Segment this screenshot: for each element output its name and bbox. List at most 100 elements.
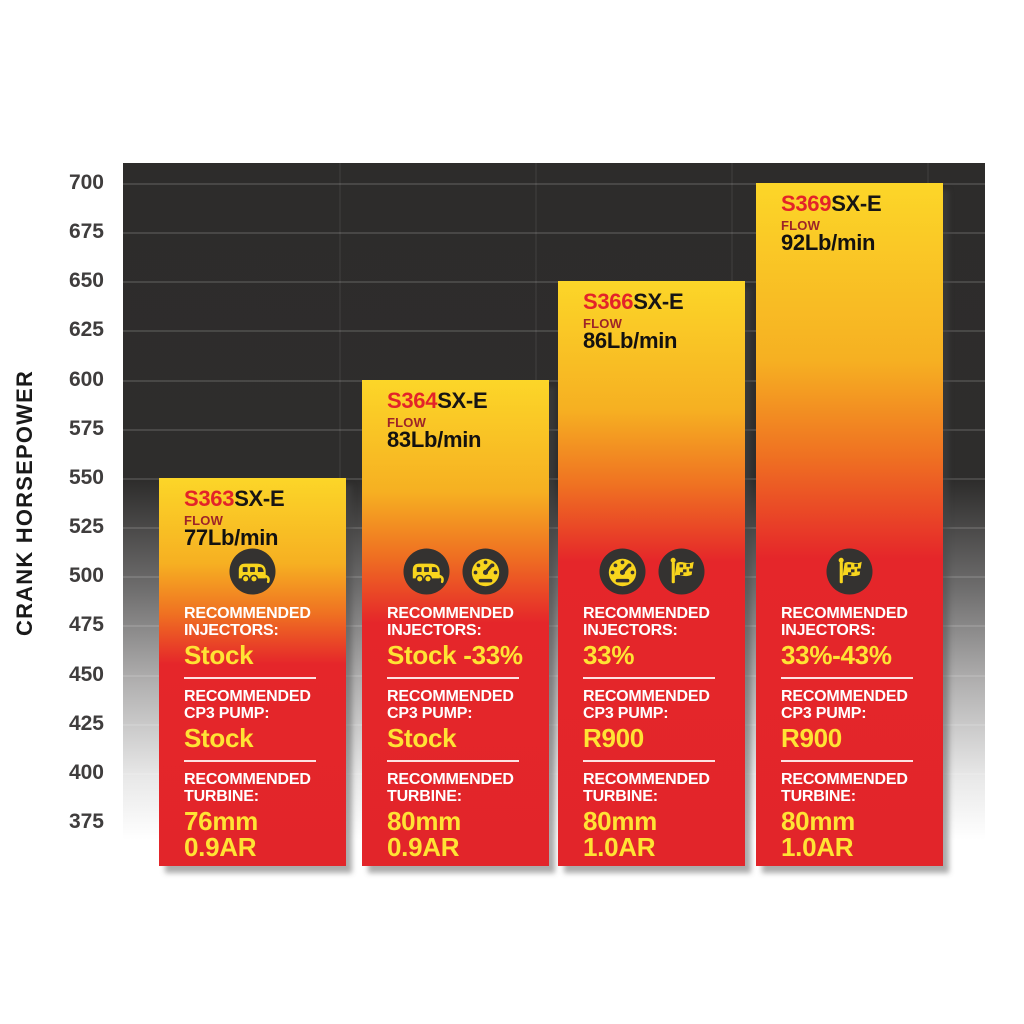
turbo-bar: S364SX-E FLOW 83Lb/min RECOMMENDED INJECT…	[362, 379, 549, 866]
model-prefix: S366	[583, 289, 634, 315]
section-value: R900	[583, 725, 729, 751]
gridline	[123, 183, 985, 185]
section-value: Stock	[184, 725, 330, 751]
recommendation-section: RECOMMENDED INJECTORS: Stock	[184, 605, 330, 668]
model-suffix: SX-E	[633, 289, 684, 315]
turbo-bar: S369SX-E FLOW 92Lb/min RECOMMENDED INJECT…	[756, 183, 943, 866]
section-label: RECOMMENDED INJECTORS:	[387, 605, 533, 639]
y-tick-label: 675	[68, 220, 104, 244]
y-tick-label: 400	[68, 760, 104, 784]
recommendation-section: RECOMMENDED TURBINE: 80mm 1.0AR	[583, 771, 729, 860]
flow-value: 86Lb/min	[583, 328, 678, 354]
gridline	[123, 822, 985, 824]
gridline	[123, 527, 985, 530]
section-label-line: RECOMMENDED	[781, 771, 908, 788]
section-value: 33%-43%	[781, 642, 927, 668]
gridline	[123, 428, 985, 431]
section-label-line: RECOMMENDED	[184, 604, 311, 622]
gridline	[123, 477, 985, 480]
section-label-line: INJECTORS:	[184, 621, 279, 639]
gridline	[123, 281, 985, 284]
model-suffix: SX-E	[234, 485, 285, 511]
section-label-line: INJECTORS:	[387, 621, 482, 639]
bar-details: RECOMMENDED INJECTORS: 33% RECOMMENDED CP3 P…	[558, 540, 745, 866]
section-label-line: RECOMMENDED	[387, 770, 514, 788]
section-value-line: 0.9AR	[387, 831, 460, 862]
gridline	[123, 576, 985, 579]
section-label: RECOMMENDED INJECTORS:	[583, 605, 729, 639]
section-value-line: 76mm	[184, 805, 258, 836]
section-label-line: TURBINE:	[583, 787, 658, 805]
section-divider	[387, 759, 519, 762]
section-value-line: Stock -33%	[387, 639, 523, 670]
section-value-line: 80mm	[387, 805, 461, 836]
y-tick-label: 450	[68, 662, 104, 686]
section-value: 76mm 0.9AR	[184, 808, 330, 860]
model-name: S366SX-E	[583, 290, 735, 314]
recommendation-section: RECOMMENDED INJECTORS: 33%-43%	[781, 605, 927, 668]
section-value-line: 1.0AR	[781, 832, 854, 862]
section-label-line: RECOMMENDED	[781, 688, 908, 705]
section-divider	[781, 760, 913, 762]
gridline	[123, 232, 985, 235]
y-tick-label: 525	[68, 515, 104, 539]
section-label-line: TURBINE:	[387, 787, 462, 805]
recommendation-section: RECOMMENDED TURBINE: 80mm 0.9AR	[387, 771, 533, 860]
section-value: Stock -33%	[387, 642, 533, 668]
y-tick-label: 425	[68, 711, 104, 735]
section-label-line: RECOMMENDED	[184, 770, 311, 788]
gauge-icon	[461, 548, 509, 595]
section-label-line: RECOMMENDED	[387, 687, 514, 705]
section-value-line: 1.0AR	[583, 831, 656, 862]
section-label: RECOMMENDED CP3 PUMP:	[387, 688, 533, 722]
gridline	[123, 674, 985, 677]
bar-details: RECOMMENDED INJECTORS: Stock RECOMMENDED CP3…	[159, 540, 346, 866]
bar-header: S369SX-E FLOW 92Lb/min	[756, 183, 943, 254]
section-label: RECOMMENDED TURBINE:	[184, 771, 330, 805]
recommendation-section: RECOMMENDED CP3 PUMP: R900	[583, 688, 729, 751]
y-tick-label: 575	[68, 416, 104, 440]
bar-details: RECOMMENDED INJECTORS: 33%-43% RECOMMENDED C…	[756, 540, 943, 866]
icons-row	[362, 548, 549, 595]
section-divider	[387, 676, 519, 679]
section-value: 80mm 1.0AR	[583, 808, 729, 860]
section-label-line: RECOMMENDED	[184, 687, 311, 705]
flow-value: 83Lb/min	[387, 426, 482, 452]
camper-icon	[229, 548, 276, 595]
section-value-line: 33%-43%	[781, 640, 892, 670]
flow-label: FLOW	[781, 218, 821, 233]
flow-label: FLOW	[184, 512, 224, 528]
bar-details: RECOMMENDED INJECTORS: Stock -33% RECOMMEND…	[362, 540, 549, 866]
flow-value: 92Lb/min	[781, 230, 876, 255]
section-value: Stock	[387, 725, 533, 751]
model-suffix: SX-E	[831, 191, 882, 216]
bar-header: S366SX-E FLOW 86Lb/min	[558, 281, 745, 352]
section-value-line: R900	[583, 722, 644, 753]
section-value-line: 0.9AR	[184, 831, 257, 862]
recommendation-section: RECOMMENDED TURBINE: 76mm 0.9AR	[184, 771, 330, 860]
y-tick-label: 550	[68, 465, 104, 489]
model-prefix: S364	[387, 387, 438, 413]
y-tick-label: 475	[68, 613, 104, 637]
section-label-line: RECOMMENDED	[583, 604, 710, 622]
section-label-line: INJECTORS:	[781, 622, 876, 639]
recommendation-section: RECOMMENDED CP3 PUMP: R900	[781, 688, 927, 751]
gridline	[123, 330, 985, 333]
section-label-line: RECOMMENDED	[781, 605, 908, 622]
section-label: RECOMMENDED CP3 PUMP:	[184, 688, 330, 722]
section-label-line: TURBINE:	[781, 788, 856, 805]
icons-row	[756, 548, 943, 595]
section-label: RECOMMENDED TURBINE:	[387, 771, 533, 805]
section-label-line: TURBINE:	[184, 787, 259, 805]
gauge-icon	[598, 548, 646, 595]
gridline	[123, 625, 985, 628]
model-prefix: S369	[781, 191, 832, 216]
section-value: 33%	[583, 642, 729, 668]
recommendation-section: RECOMMENDED TURBINE: 80mm 1.0AR	[781, 771, 927, 860]
bar-header: S363SX-E FLOW 77Lb/min	[159, 478, 346, 549]
icons-row	[159, 548, 346, 595]
section-value-line: 80mm	[781, 806, 855, 836]
section-label-line: INJECTORS:	[583, 621, 678, 639]
model-name: S363SX-E	[184, 485, 336, 511]
section-value-line: 33%	[583, 639, 635, 670]
